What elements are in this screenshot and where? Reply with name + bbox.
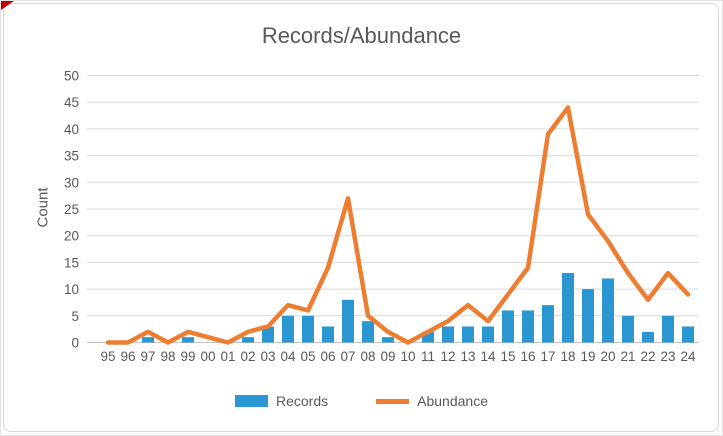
line-abundance	[105, 105, 691, 345]
x-tick-label: 21	[620, 349, 635, 364]
chart-frame[interactable]	[3, 3, 719, 432]
bar-records	[142, 337, 154, 343]
y-tick-label: 45	[64, 95, 79, 110]
x-tick-label: 19	[580, 349, 595, 364]
bar-records	[642, 331, 654, 343]
x-tick-label: 23	[660, 349, 675, 364]
x-tick-label: 07	[340, 349, 355, 364]
x-tick-label: 08	[360, 349, 375, 364]
y-tick-label: 10	[64, 282, 79, 297]
bar-records	[362, 321, 374, 343]
legend-label-records: Records	[276, 393, 329, 409]
bar-records	[682, 326, 694, 343]
bar-records	[562, 273, 574, 343]
x-tick-label: 24	[680, 349, 696, 364]
x-tick-label: 96	[120, 349, 135, 364]
x-tick-label: 02	[240, 349, 255, 364]
x-tick-label: 98	[160, 349, 175, 364]
x-tick-label: 12	[440, 349, 455, 364]
legend-label-abundance: Abundance	[417, 393, 488, 409]
y-tick-label: 30	[64, 175, 79, 190]
y-tick-label: 25	[64, 202, 79, 217]
bar-records	[242, 337, 254, 343]
y-tick-label: 50	[64, 69, 79, 84]
x-tick-label: 18	[560, 349, 575, 364]
x-tick-label: 01	[220, 349, 235, 364]
x-tick-label: 97	[140, 349, 155, 364]
y-tick-label: 35	[64, 149, 79, 164]
y-tick-label: 5	[71, 309, 79, 324]
x-tick-label: 16	[520, 349, 535, 364]
x-tick-label: 06	[320, 349, 335, 364]
bar-records	[482, 326, 494, 343]
y-tick-label: 40	[64, 122, 79, 137]
bar-records	[342, 299, 354, 343]
bar-records	[262, 326, 274, 343]
x-tick-label: 17	[540, 349, 555, 364]
y-tick-label: 0	[71, 336, 79, 351]
bar-records	[602, 278, 614, 343]
x-tick-label: 13	[460, 349, 475, 364]
x-tick-label: 00	[200, 349, 215, 364]
bar-records	[502, 310, 514, 343]
abundance-swatch-icon	[376, 398, 410, 404]
bar-records	[322, 326, 334, 343]
bar-records	[622, 315, 634, 343]
legend-item-records: Records	[235, 393, 328, 409]
bar-records	[182, 337, 194, 343]
bar-records	[462, 326, 474, 343]
legend-item-abundance: Abundance	[376, 393, 488, 409]
x-tick-label: 22	[640, 349, 655, 364]
x-tick-label: 95	[100, 349, 115, 364]
x-tick-label: 04	[280, 349, 296, 364]
legend: Records Abundance	[1, 393, 722, 409]
records-swatch-icon	[235, 395, 268, 407]
y-tick-label: 20	[64, 229, 79, 244]
x-tick-label: 10	[400, 349, 415, 364]
x-tick-label: 14	[480, 349, 496, 364]
cell-marker-icon	[1, 1, 14, 10]
x-tick-label: 05	[300, 349, 315, 364]
chart-title: Records/Abundance	[261, 23, 462, 48]
bar-records	[542, 305, 554, 343]
bar-records	[662, 315, 674, 343]
bar-records	[302, 315, 314, 343]
bar-records	[282, 315, 294, 343]
x-tick-label: 11	[421, 349, 435, 364]
x-tick-label: 20	[600, 349, 615, 364]
bar-records	[582, 289, 594, 343]
bar-records	[382, 337, 394, 343]
x-tick-label: 03	[260, 349, 275, 364]
x-tick-label: 09	[380, 349, 395, 364]
bar-records	[442, 326, 454, 343]
bar-records	[522, 310, 534, 343]
bar-records	[422, 331, 434, 343]
x-tick-label: 99	[180, 349, 195, 364]
y-tick-label: 15	[64, 255, 79, 270]
x-tick-label: 15	[500, 349, 515, 364]
